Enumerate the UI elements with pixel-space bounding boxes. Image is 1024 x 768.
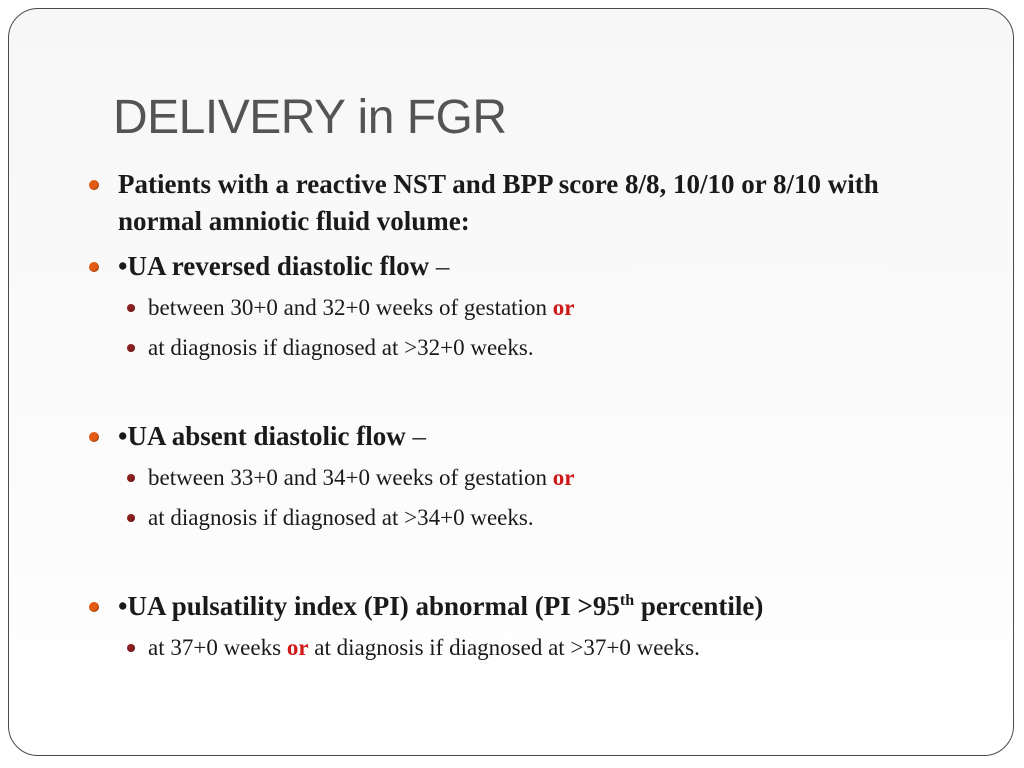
bullet-ua-reversed: •UA reversed diastolic flow –: [118, 248, 449, 285]
sub-bullet-absent-range: between 33+0 and 34+0 weeks of gestation…: [148, 463, 574, 493]
bullet-dot-icon: [89, 262, 99, 272]
bullet-ua-absent: •UA absent diastolic flow –: [118, 418, 426, 455]
ua-pi-label: •UA pulsatility index (PI) abnormal (PI …: [118, 591, 620, 621]
ua-reversed-label: •UA reversed diastolic flow: [118, 251, 430, 281]
sub-bullet-reversed-diagnosis: at diagnosis if diagnosed at >32+0 weeks…: [148, 335, 534, 360]
ua-pi-suffix: percentile): [634, 591, 764, 621]
ua-pi-superscript: th: [619, 592, 635, 609]
pi-timing-post: at diagnosis if diagnosed at >37+0 weeks…: [308, 635, 700, 660]
ua-reversed-dash: –: [435, 251, 450, 281]
absent-range-text: between 33+0 and 34+0 weeks of gestation: [148, 465, 553, 490]
or-emphasis: or: [552, 295, 575, 320]
sub-bullet-dot-icon: [127, 514, 135, 522]
sub-bullet-pi-timing: at 37+0 weeks or at diagnosis if diagnos…: [148, 633, 700, 663]
sub-bullet-dot-icon: [127, 644, 135, 652]
bullet-dot-icon: [89, 432, 99, 442]
bullet-dot-icon: [89, 602, 99, 612]
sub-bullet-dot-icon: [127, 344, 135, 352]
reversed-range-text: between 30+0 and 32+0 weeks of gestation: [148, 295, 553, 320]
sub-bullet-reversed-range: between 30+0 and 32+0 weeks of gestation…: [148, 293, 574, 323]
sub-bullet-dot-icon: [127, 474, 135, 482]
or-emphasis: or: [286, 635, 309, 660]
bullet-patients: Patients with a reactive NST and BPP sco…: [118, 169, 879, 236]
slide-frame: [8, 8, 1014, 756]
bullet-dot-icon: [89, 180, 99, 190]
ua-absent-label: •UA absent diastolic flow: [118, 421, 406, 451]
sub-bullet-dot-icon: [127, 304, 135, 312]
bullet-ua-pi: •UA pulsatility index (PI) abnormal (PI …: [118, 588, 763, 625]
slide-title: DELIVERY in FGR: [113, 91, 507, 144]
ua-absent-dash: –: [412, 421, 426, 451]
sub-bullet-absent-diagnosis: at diagnosis if diagnosed at >34+0 weeks…: [148, 505, 534, 530]
pi-timing-pre: at 37+0 weeks: [148, 635, 287, 660]
or-emphasis: or: [552, 465, 575, 490]
